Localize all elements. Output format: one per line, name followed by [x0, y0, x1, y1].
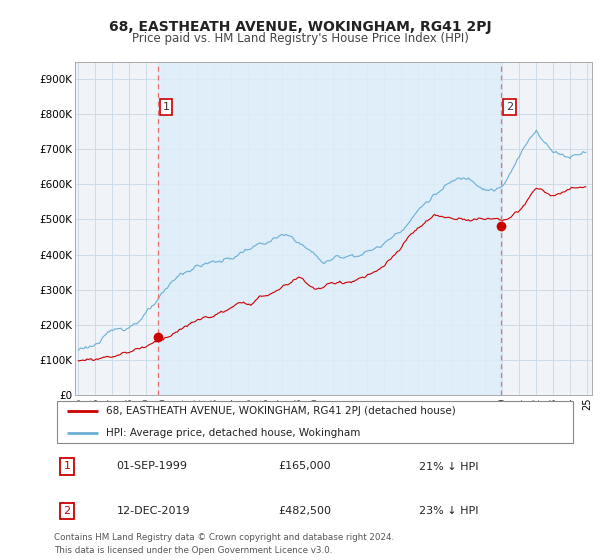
Text: 68, EASTHEATH AVENUE, WOKINGHAM, RG41 2PJ (detached house): 68, EASTHEATH AVENUE, WOKINGHAM, RG41 2P… [106, 406, 456, 416]
Text: 68, EASTHEATH AVENUE, WOKINGHAM, RG41 2PJ: 68, EASTHEATH AVENUE, WOKINGHAM, RG41 2P… [109, 20, 491, 34]
FancyBboxPatch shape [56, 401, 574, 444]
Text: 2: 2 [64, 506, 71, 516]
Text: 1: 1 [64, 461, 71, 472]
Bar [158, 62, 501, 395]
Text: £482,500: £482,500 [278, 506, 331, 516]
Text: £165,000: £165,000 [278, 461, 331, 472]
Text: 23% ↓ HPI: 23% ↓ HPI [419, 506, 479, 516]
Text: Contains HM Land Registry data © Crown copyright and database right 2024.
This d: Contains HM Land Registry data © Crown c… [54, 533, 394, 554]
Text: 2: 2 [506, 102, 513, 112]
Text: HPI: Average price, detached house, Wokingham: HPI: Average price, detached house, Woki… [106, 428, 361, 438]
Text: 12-DEC-2019: 12-DEC-2019 [116, 506, 190, 516]
Text: 1: 1 [163, 102, 170, 112]
Text: Price paid vs. HM Land Registry's House Price Index (HPI): Price paid vs. HM Land Registry's House … [131, 32, 469, 45]
Text: 21% ↓ HPI: 21% ↓ HPI [419, 461, 479, 472]
Text: 01-SEP-1999: 01-SEP-1999 [116, 461, 188, 472]
